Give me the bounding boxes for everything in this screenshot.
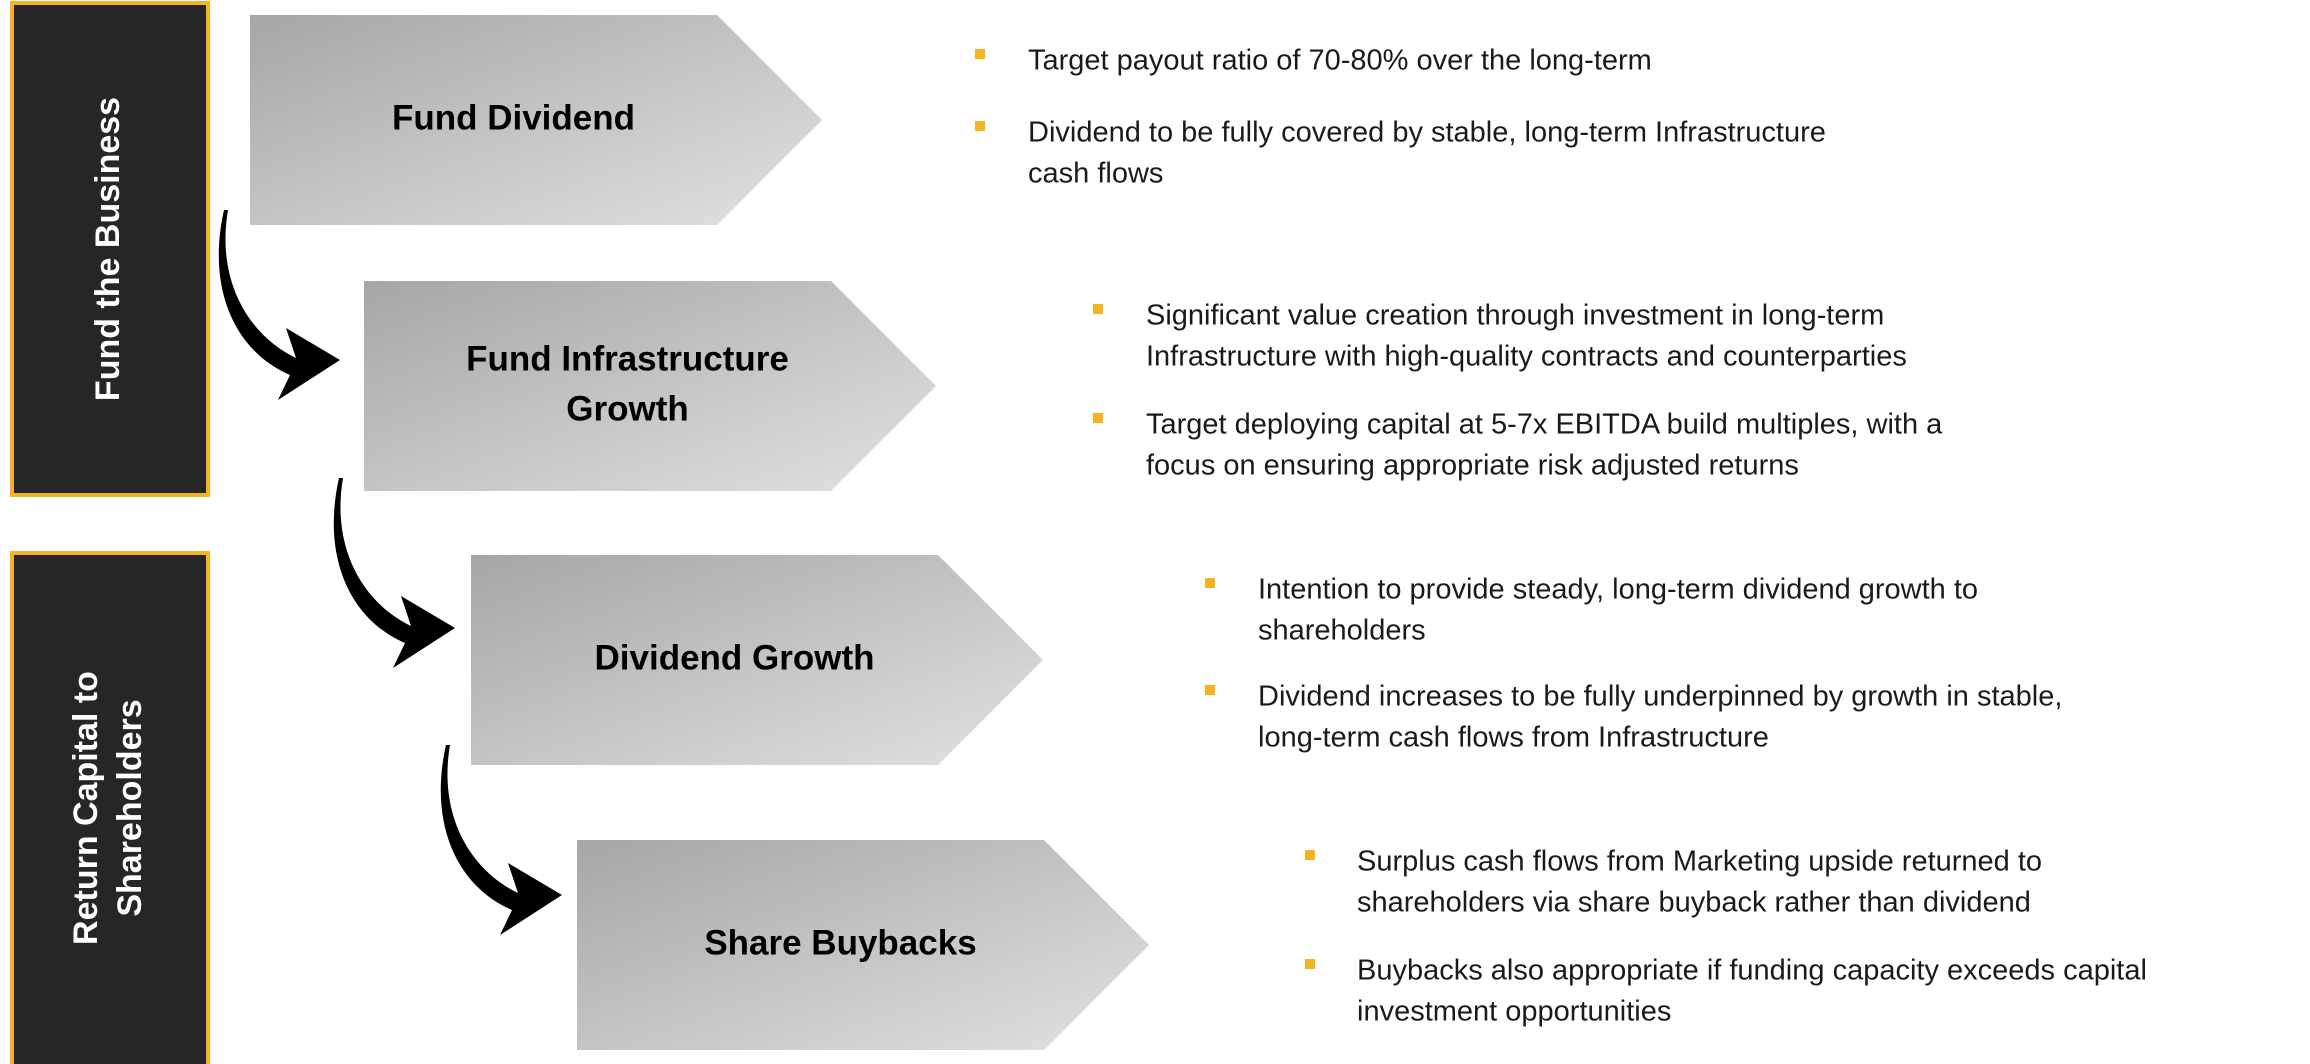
chevron [471,555,1043,765]
bullet-text: Target deploying capital at 5-7x EBITDA … [1146,409,1943,441]
step-label: Fund Dividend [392,98,635,137]
flow-arrow [218,210,340,400]
bullet-marker [1305,850,1315,860]
bullet-text: Dividend to be fully covered by stable, … [1028,117,1826,149]
bullet-text: focus on ensuring appropriate risk adjus… [1146,450,1799,482]
bullet-marker [1305,959,1315,969]
chevron [577,840,1149,1050]
step-label: Growth [566,389,688,428]
chevron [364,281,936,491]
sidebar-box [10,551,210,1064]
step-label: Share Buybacks [704,923,976,962]
sidebar-text: Fund the Business [89,97,127,401]
bullet-text: Dividend increases to be fully underpinn… [1258,681,2062,713]
bullet-text: investment opportunities [1357,996,1671,1028]
bullet-marker [975,49,985,59]
bullet-text: Surplus cash flows from Marketing upside… [1357,846,2042,878]
bullet-marker [975,121,985,131]
sidebar-box [10,1,210,497]
flow-arrow [440,745,562,935]
bullet-text: shareholders [1258,615,1426,647]
bullet-text: long-term cash flows from Infrastructure [1258,722,1769,754]
sidebar-text: Return Capital to [67,671,105,945]
bullet-text: Significant value creation through inves… [1146,300,1884,332]
step-label: Dividend Growth [595,638,875,677]
bullet-text: Intention to provide steady, long-term d… [1258,574,1978,606]
chevron [250,15,822,225]
sidebar-text: Shareholders [111,699,149,916]
sidebar-label: Fund the Business [89,97,127,401]
bullet-text: Target payout ratio of 70-80% over the l… [1028,45,1652,77]
sidebar-label: Return Capital to Shareholders [67,671,149,945]
bullet-text: Infrastructure with high-quality contrac… [1146,341,1907,373]
step-label: Fund Infrastructure [466,339,789,378]
flow-arrow [333,478,455,668]
bullet-marker [1205,578,1215,588]
bullet-text: cash flows [1028,158,1163,190]
bullet-marker [1205,685,1215,695]
bullet-text: Buybacks also appropriate if funding cap… [1357,955,2147,987]
bullet-marker [1093,304,1103,314]
bullet-text: shareholders via share buyback rather th… [1357,887,2031,919]
bullet-marker [1093,413,1103,423]
